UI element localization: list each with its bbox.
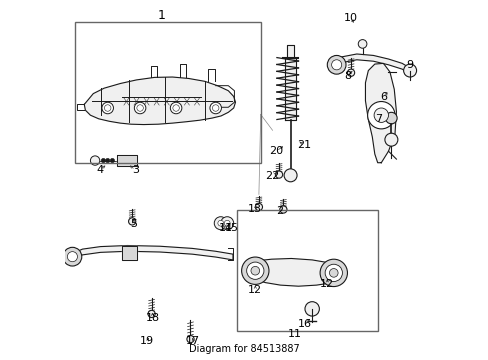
Circle shape (358, 40, 366, 48)
Text: Diagram for 84513887: Diagram for 84513887 (189, 343, 299, 354)
Text: 14: 14 (218, 222, 232, 233)
Circle shape (384, 133, 397, 146)
Circle shape (246, 262, 264, 279)
Circle shape (186, 336, 194, 343)
Text: 12: 12 (248, 285, 262, 295)
Circle shape (209, 102, 221, 114)
Text: 9: 9 (405, 60, 412, 70)
Circle shape (403, 64, 416, 77)
Polygon shape (365, 63, 396, 163)
Circle shape (347, 69, 354, 76)
Polygon shape (117, 155, 136, 166)
Circle shape (134, 102, 145, 114)
Circle shape (279, 206, 286, 213)
Polygon shape (284, 58, 296, 120)
Circle shape (224, 220, 230, 226)
Text: 1: 1 (158, 9, 165, 22)
Circle shape (275, 171, 282, 178)
Circle shape (385, 112, 396, 124)
Text: 21: 21 (297, 140, 311, 150)
Circle shape (325, 264, 342, 282)
Circle shape (110, 158, 114, 163)
Text: 6: 6 (380, 92, 387, 102)
Text: 2: 2 (276, 206, 283, 216)
Text: 20: 20 (268, 146, 283, 156)
Text: 15: 15 (225, 222, 239, 233)
Text: 17: 17 (186, 336, 200, 346)
Text: 18: 18 (145, 312, 160, 323)
Circle shape (331, 60, 341, 70)
Polygon shape (72, 246, 232, 260)
Circle shape (148, 310, 155, 318)
Bar (236, 210, 377, 331)
Text: 22: 22 (265, 171, 279, 181)
Text: 12: 12 (320, 279, 334, 289)
Circle shape (218, 220, 223, 226)
Text: 10: 10 (343, 13, 357, 23)
Polygon shape (329, 54, 408, 73)
Circle shape (90, 156, 100, 165)
Circle shape (214, 217, 227, 230)
Circle shape (326, 55, 346, 74)
Polygon shape (84, 77, 235, 125)
Polygon shape (122, 246, 136, 260)
Polygon shape (244, 258, 340, 286)
Text: 11: 11 (287, 329, 301, 339)
Text: 19: 19 (140, 336, 154, 346)
Circle shape (241, 257, 268, 284)
Circle shape (373, 108, 387, 122)
Circle shape (250, 266, 259, 275)
Polygon shape (286, 45, 294, 58)
Circle shape (63, 247, 81, 266)
Circle shape (67, 252, 77, 262)
Circle shape (367, 102, 394, 129)
Circle shape (255, 203, 262, 211)
Text: 5: 5 (130, 219, 137, 229)
Text: 3: 3 (132, 165, 139, 175)
Text: 4: 4 (96, 165, 103, 175)
Circle shape (101, 158, 105, 163)
Text: 13: 13 (247, 204, 261, 214)
Circle shape (305, 302, 319, 316)
Circle shape (212, 105, 219, 111)
Text: 8: 8 (343, 71, 350, 81)
Bar (75, 22, 260, 163)
Text: 16: 16 (297, 319, 311, 329)
Circle shape (220, 217, 233, 230)
Circle shape (128, 218, 136, 225)
Circle shape (320, 259, 347, 287)
Circle shape (104, 105, 111, 111)
Circle shape (105, 158, 110, 163)
Circle shape (172, 105, 179, 111)
Circle shape (137, 105, 143, 111)
Circle shape (170, 102, 182, 114)
Text: 7: 7 (374, 114, 381, 124)
Circle shape (102, 102, 113, 114)
Circle shape (284, 169, 296, 182)
Circle shape (329, 269, 337, 277)
